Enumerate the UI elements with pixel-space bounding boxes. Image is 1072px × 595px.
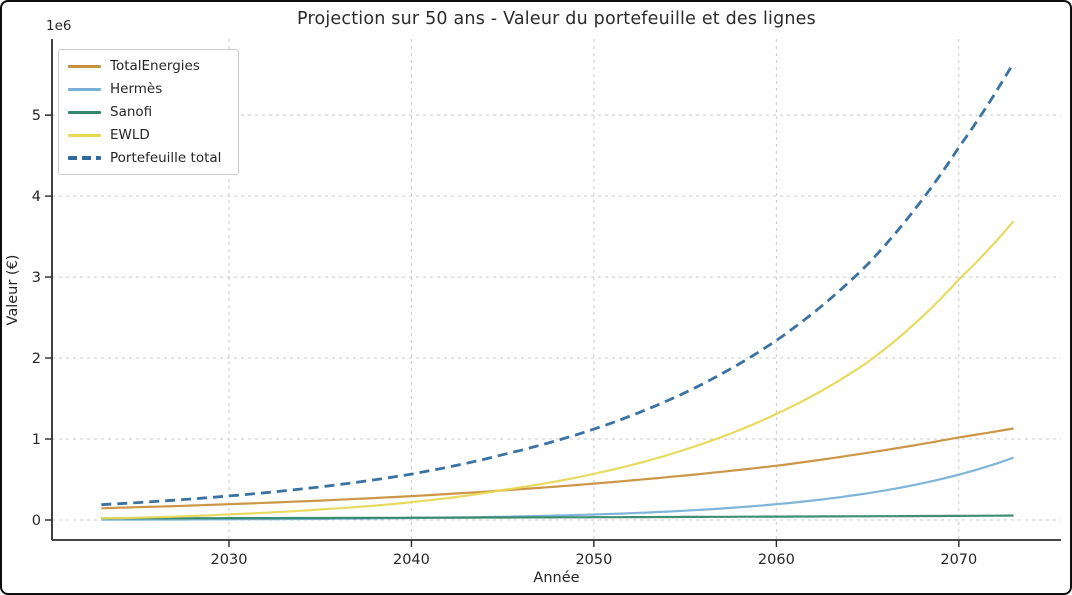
legend-item-totalenergies: TotalEnergies bbox=[68, 57, 228, 75]
legend-label: Hermès bbox=[110, 81, 163, 97]
legend-line-sample-portefeuille-total bbox=[68, 156, 101, 160]
legend-item-ewld: EWLD bbox=[68, 126, 228, 144]
y-tick-label: 1 bbox=[32, 432, 41, 448]
legend-label: Sanofi bbox=[110, 104, 153, 120]
y-axis-label: Valeur (€) bbox=[5, 254, 21, 326]
legend-line-sample-totalenergies bbox=[68, 64, 101, 68]
legend-line-sample-ewld bbox=[68, 133, 101, 137]
legend-line-sample-sanofi bbox=[68, 110, 101, 114]
x-tick-label: 2070 bbox=[940, 552, 977, 568]
legend: TotalEnergies Hermès Sanofi EWLD Portefeuill… bbox=[58, 49, 239, 175]
y-tick-label: 0 bbox=[32, 513, 41, 529]
y-tick-label: 5 bbox=[32, 108, 41, 124]
series-line-ewld bbox=[101, 220, 1015, 520]
x-tick-label: 2050 bbox=[575, 552, 612, 568]
y-tick-label: 4 bbox=[32, 189, 41, 205]
x-tick-label: 2060 bbox=[758, 552, 795, 568]
legend-label: TotalEnergies bbox=[110, 58, 200, 74]
legend-label: EWLD bbox=[110, 127, 150, 143]
series-line-herm-s bbox=[101, 456, 1014, 521]
legend-item-herm-s: Hermès bbox=[68, 80, 228, 98]
series-line-portefeuille-total bbox=[101, 62, 1015, 507]
series-line-totalenergies bbox=[101, 427, 1014, 510]
y-tick-label: 2 bbox=[32, 351, 41, 367]
legend-label: Portefeuille total bbox=[110, 150, 222, 166]
x-tick-label: 2030 bbox=[211, 552, 248, 568]
x-axis-label: Année bbox=[533, 570, 580, 586]
legend-item-portefeuille-total: Portefeuille total bbox=[68, 149, 228, 167]
x-tick-label: 2040 bbox=[393, 552, 430, 568]
legend-item-sanofi: Sanofi bbox=[68, 103, 228, 121]
y-axis-offset-label: 1e6 bbox=[46, 18, 72, 34]
series-line-sanofi bbox=[101, 514, 1014, 520]
y-tick-label: 3 bbox=[32, 270, 41, 286]
chart-title: Projection sur 50 ans - Valeur du portef… bbox=[297, 9, 816, 29]
legend-line-sample-herm-s bbox=[68, 87, 101, 91]
